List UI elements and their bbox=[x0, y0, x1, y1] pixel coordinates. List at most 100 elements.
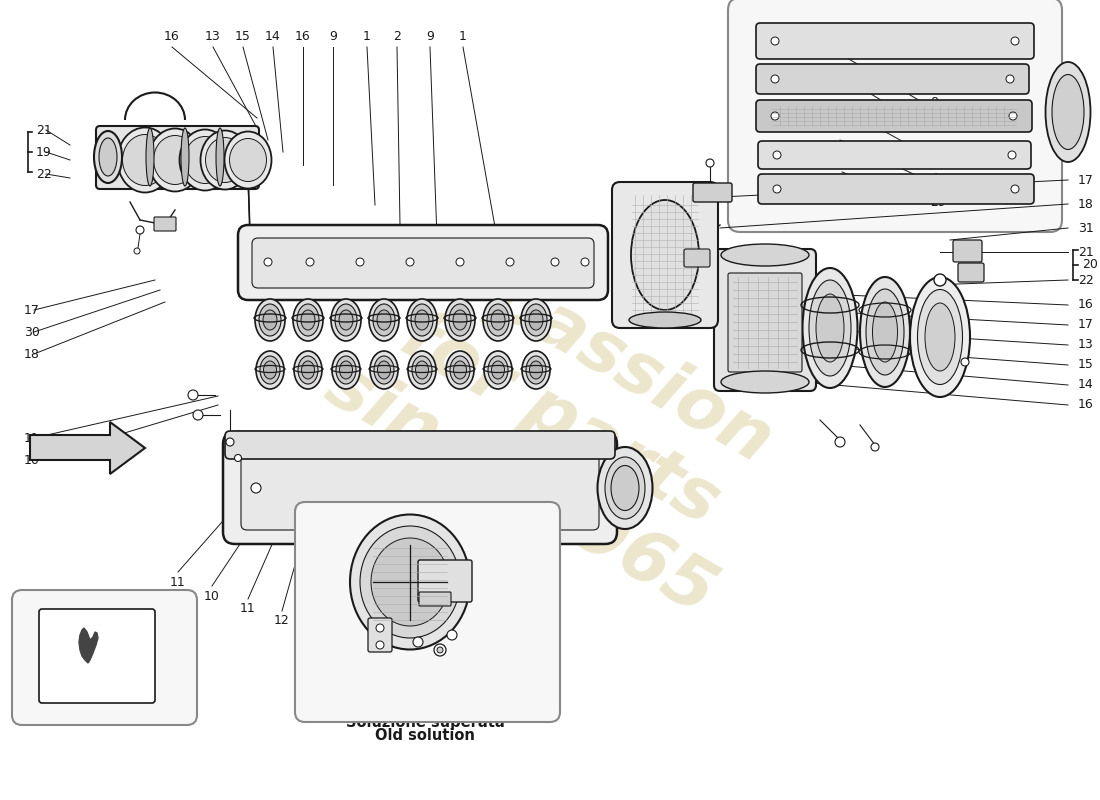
Text: 9: 9 bbox=[329, 30, 337, 43]
Ellipse shape bbox=[350, 514, 470, 650]
Text: 17: 17 bbox=[1078, 318, 1093, 331]
Circle shape bbox=[264, 258, 272, 266]
Text: 32: 32 bbox=[44, 641, 59, 654]
Ellipse shape bbox=[298, 356, 318, 384]
Text: 16: 16 bbox=[295, 30, 311, 43]
FancyBboxPatch shape bbox=[419, 592, 451, 606]
Ellipse shape bbox=[293, 299, 323, 341]
Circle shape bbox=[1008, 151, 1016, 159]
Text: 18: 18 bbox=[24, 347, 40, 361]
Polygon shape bbox=[79, 628, 98, 663]
FancyBboxPatch shape bbox=[39, 609, 155, 703]
FancyBboxPatch shape bbox=[154, 217, 176, 231]
Circle shape bbox=[771, 37, 779, 45]
Ellipse shape bbox=[816, 294, 844, 362]
FancyBboxPatch shape bbox=[12, 590, 197, 725]
Circle shape bbox=[961, 358, 969, 366]
Ellipse shape bbox=[412, 356, 432, 384]
Ellipse shape bbox=[488, 356, 508, 384]
Ellipse shape bbox=[339, 310, 353, 330]
Ellipse shape bbox=[148, 129, 201, 191]
Circle shape bbox=[771, 75, 779, 83]
Ellipse shape bbox=[529, 361, 542, 379]
Circle shape bbox=[447, 630, 456, 640]
Ellipse shape bbox=[446, 351, 474, 389]
Circle shape bbox=[1009, 112, 1018, 120]
Ellipse shape bbox=[371, 538, 449, 626]
FancyBboxPatch shape bbox=[758, 141, 1031, 169]
Text: 29: 29 bbox=[930, 197, 946, 210]
Ellipse shape bbox=[453, 310, 468, 330]
Text: 16: 16 bbox=[1078, 298, 1093, 311]
Text: 7: 7 bbox=[472, 643, 480, 657]
Ellipse shape bbox=[416, 361, 429, 379]
Text: 17: 17 bbox=[24, 303, 40, 317]
Circle shape bbox=[456, 258, 464, 266]
Ellipse shape bbox=[631, 200, 698, 310]
Circle shape bbox=[406, 258, 414, 266]
Ellipse shape bbox=[377, 361, 390, 379]
Circle shape bbox=[871, 443, 879, 451]
FancyBboxPatch shape bbox=[295, 502, 560, 722]
Ellipse shape bbox=[206, 138, 244, 182]
Ellipse shape bbox=[331, 299, 361, 341]
Ellipse shape bbox=[200, 130, 250, 190]
Text: 2: 2 bbox=[393, 30, 400, 43]
Text: 5: 5 bbox=[930, 118, 938, 131]
Ellipse shape bbox=[910, 277, 970, 397]
Ellipse shape bbox=[529, 310, 543, 330]
Circle shape bbox=[1011, 37, 1019, 45]
Text: 9: 9 bbox=[308, 626, 316, 638]
Ellipse shape bbox=[377, 310, 390, 330]
Circle shape bbox=[1011, 185, 1019, 193]
Ellipse shape bbox=[411, 304, 433, 336]
Ellipse shape bbox=[450, 356, 470, 384]
Circle shape bbox=[376, 641, 384, 649]
Ellipse shape bbox=[122, 134, 167, 186]
Circle shape bbox=[134, 248, 140, 254]
Circle shape bbox=[773, 151, 781, 159]
Ellipse shape bbox=[216, 128, 224, 186]
Ellipse shape bbox=[803, 268, 858, 388]
Ellipse shape bbox=[260, 356, 280, 384]
Circle shape bbox=[412, 637, 424, 647]
Circle shape bbox=[434, 644, 446, 656]
Ellipse shape bbox=[408, 351, 436, 389]
FancyBboxPatch shape bbox=[958, 263, 984, 282]
Ellipse shape bbox=[484, 351, 512, 389]
Ellipse shape bbox=[521, 299, 551, 341]
Ellipse shape bbox=[491, 310, 505, 330]
Ellipse shape bbox=[1045, 62, 1090, 162]
Ellipse shape bbox=[185, 137, 226, 183]
Ellipse shape bbox=[449, 304, 471, 336]
Text: 15: 15 bbox=[235, 30, 251, 43]
Ellipse shape bbox=[360, 526, 460, 638]
FancyBboxPatch shape bbox=[368, 618, 392, 652]
FancyBboxPatch shape bbox=[756, 100, 1032, 132]
Text: 10: 10 bbox=[205, 590, 220, 602]
Circle shape bbox=[192, 410, 204, 420]
FancyBboxPatch shape bbox=[223, 432, 617, 544]
Ellipse shape bbox=[487, 304, 509, 336]
Ellipse shape bbox=[720, 244, 808, 266]
Text: 25: 25 bbox=[370, 649, 386, 662]
Text: 16: 16 bbox=[1078, 398, 1093, 411]
Ellipse shape bbox=[1052, 74, 1084, 150]
Text: 11: 11 bbox=[24, 431, 40, 445]
Text: 17: 17 bbox=[1078, 174, 1093, 186]
Text: 6: 6 bbox=[493, 649, 500, 662]
Text: 26: 26 bbox=[345, 649, 361, 662]
Ellipse shape bbox=[605, 457, 645, 519]
Circle shape bbox=[771, 112, 779, 120]
Ellipse shape bbox=[860, 277, 910, 387]
Text: 11: 11 bbox=[170, 575, 186, 589]
Text: 21: 21 bbox=[36, 123, 52, 137]
FancyBboxPatch shape bbox=[728, 273, 802, 372]
Text: 4: 4 bbox=[930, 171, 938, 185]
Ellipse shape bbox=[336, 356, 356, 384]
Circle shape bbox=[306, 258, 313, 266]
Circle shape bbox=[581, 258, 589, 266]
Text: 1: 1 bbox=[363, 30, 371, 43]
Text: 22: 22 bbox=[1078, 274, 1093, 286]
Text: 13: 13 bbox=[1078, 338, 1093, 351]
